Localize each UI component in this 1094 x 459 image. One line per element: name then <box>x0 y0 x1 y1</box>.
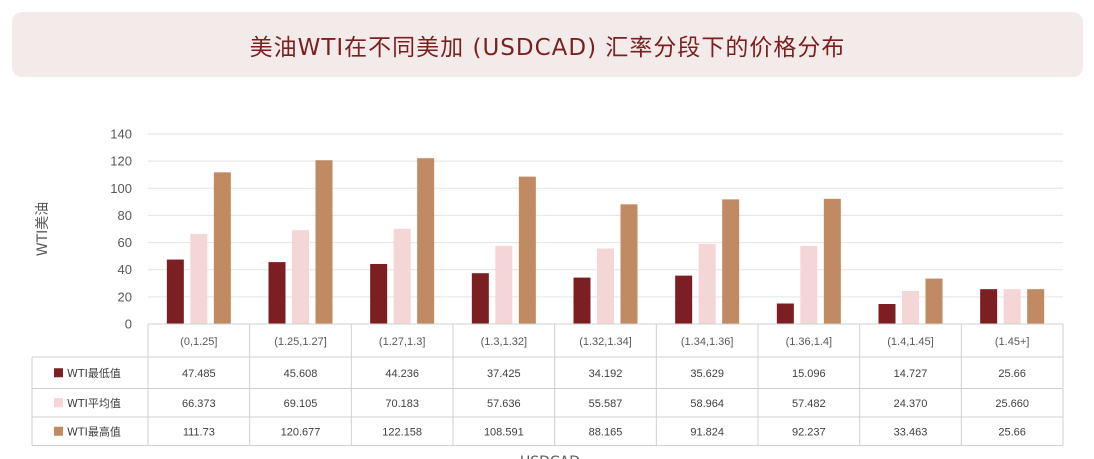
x-category-label: (1.32,1.34] <box>579 336 632 348</box>
bar <box>620 204 638 324</box>
x-axis-label: USDCAD <box>520 454 580 459</box>
data-label: 66.373 <box>182 398 216 410</box>
data-label: 25.66 <box>998 368 1026 380</box>
bar <box>675 275 693 324</box>
x-category-label: (1.36,1.4] <box>786 336 832 348</box>
bar <box>800 245 818 324</box>
bar <box>315 160 333 324</box>
data-label: 57.636 <box>487 398 521 410</box>
y-tick-label: 20 <box>118 289 132 304</box>
bar <box>823 198 841 324</box>
bar <box>518 176 536 324</box>
data-label: 14.727 <box>894 368 928 380</box>
bar <box>190 233 208 324</box>
legend-swatch <box>54 368 63 378</box>
data-label: 33.463 <box>894 426 928 438</box>
x-category-label: (0,1.25] <box>180 336 217 348</box>
y-tick-label: 60 <box>118 235 132 250</box>
y-tick-label: 100 <box>110 181 132 196</box>
data-label: 25.66 <box>998 426 1026 438</box>
data-label: 88.165 <box>589 426 623 438</box>
x-category-label: (1.25,1.27] <box>274 336 327 348</box>
bar <box>1027 289 1045 324</box>
data-label: 111.73 <box>183 426 215 438</box>
bar <box>370 263 388 324</box>
x-category-label: (1.45+] <box>995 336 1030 348</box>
bar <box>902 290 919 324</box>
bar <box>1003 289 1021 324</box>
x-category-label: (1.34,1.36] <box>681 336 734 348</box>
data-label: 45.608 <box>284 368 318 380</box>
bar <box>776 303 794 324</box>
bar <box>573 277 591 324</box>
data-label: 37.425 <box>487 368 521 380</box>
data-label: 24.370 <box>894 398 928 410</box>
bar <box>980 289 998 324</box>
data-label: 25.660 <box>995 398 1029 410</box>
bar <box>213 172 231 324</box>
bar <box>925 278 943 324</box>
y-tick-label: 0 <box>125 317 132 332</box>
data-label: 70.183 <box>385 398 419 410</box>
data-label: 35.629 <box>690 368 724 380</box>
data-label: 15.096 <box>792 368 826 380</box>
data-label: 120.677 <box>281 426 321 438</box>
chart-title-box: 美油WTI在不同美加 (USDCAD) 汇率分段下的价格分布 <box>12 12 1083 77</box>
data-label: 44.236 <box>385 368 419 380</box>
x-category-label: (1.4,1.45] <box>887 336 933 348</box>
data-label: 91.824 <box>690 426 724 438</box>
bar <box>166 259 184 324</box>
y-tick-label: 40 <box>118 262 132 277</box>
legend-label: WTI最高值 <box>67 424 121 438</box>
bar <box>495 245 513 324</box>
data-label: 57.482 <box>792 398 826 410</box>
bar <box>417 158 435 324</box>
x-category-label: (1.3,1.32] <box>481 336 527 348</box>
legend-label: WTI平均值 <box>67 397 121 410</box>
bar <box>292 230 309 324</box>
legend-swatch <box>54 398 63 408</box>
legend-swatch <box>54 426 63 436</box>
y-tick-label: 80 <box>118 208 132 223</box>
y-tick-label: 140 <box>110 127 132 142</box>
x-category-label: (1.27,1.3] <box>379 336 425 348</box>
bar <box>722 199 740 324</box>
data-label: 69.105 <box>284 398 318 410</box>
bar <box>597 248 614 324</box>
y-axis-label: WTI美油 <box>35 202 51 257</box>
chart-title: 美油WTI在不同美加 (USDCAD) 汇率分段下的价格分布 <box>249 34 846 61</box>
data-label: 122.158 <box>382 426 422 438</box>
data-label: 34.192 <box>589 368 623 380</box>
legend-label: WTI最低值 <box>67 367 121 380</box>
bar <box>268 262 286 324</box>
bar <box>698 243 716 324</box>
data-label: 92.237 <box>792 426 826 438</box>
bar <box>393 228 411 324</box>
data-label: 55.587 <box>589 398 623 410</box>
data-label: 47.485 <box>182 368 216 380</box>
y-tick-label: 120 <box>110 154 132 169</box>
bar <box>878 304 896 324</box>
bar <box>471 273 489 324</box>
data-label: 58.964 <box>690 398 724 410</box>
data-label: 108.591 <box>484 426 524 438</box>
